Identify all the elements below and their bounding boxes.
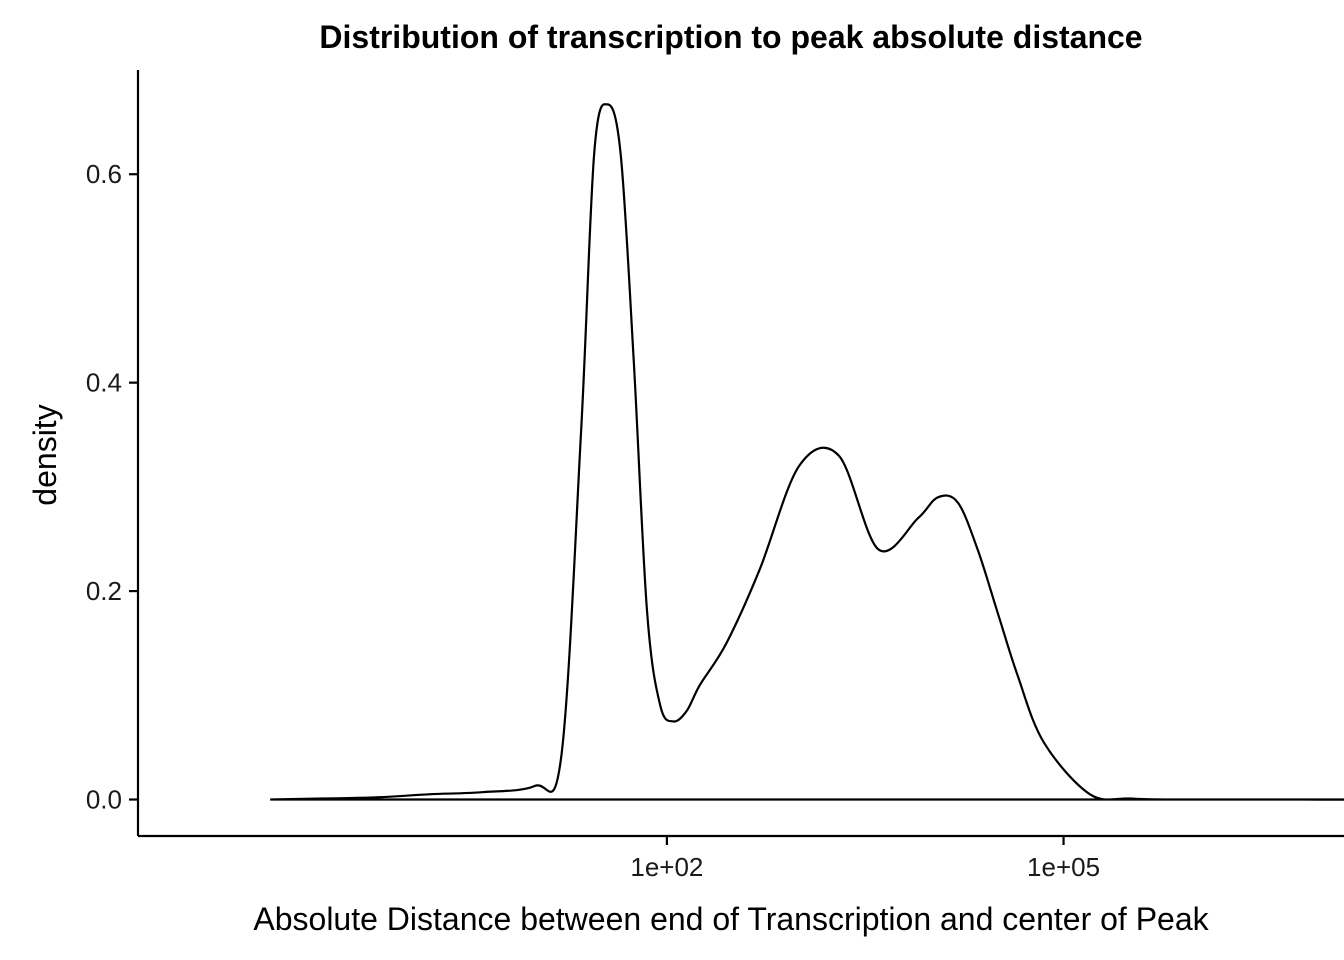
y-tick-label: 0.6 [86,159,122,189]
x-tick-label: 1e+02 [630,852,703,882]
density-curve [270,103,1344,801]
y-ticks: 0.0 0.2 0.4 0.6 [86,159,138,815]
y-tick-label: 0.4 [86,368,122,398]
y-axis-label: density [27,404,63,505]
y-tick-label: 0.2 [86,576,122,606]
chart-title: Distribution of transcription to peak ab… [319,19,1142,55]
y-tick-label: 0.0 [86,785,122,815]
x-tick-label: 1e+05 [1027,852,1100,882]
x-axis-label: Absolute Distance between end of Transcr… [253,901,1209,937]
